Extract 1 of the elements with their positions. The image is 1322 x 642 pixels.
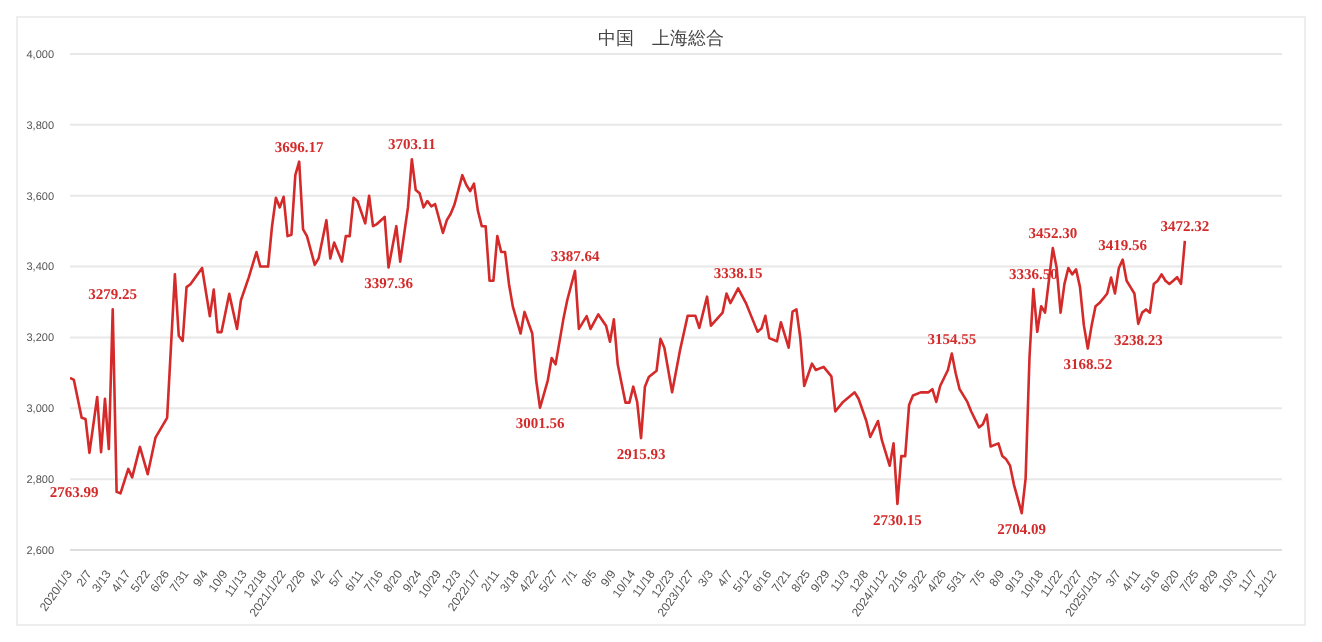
chart-title: 中国 上海総合 — [596, 26, 726, 52]
